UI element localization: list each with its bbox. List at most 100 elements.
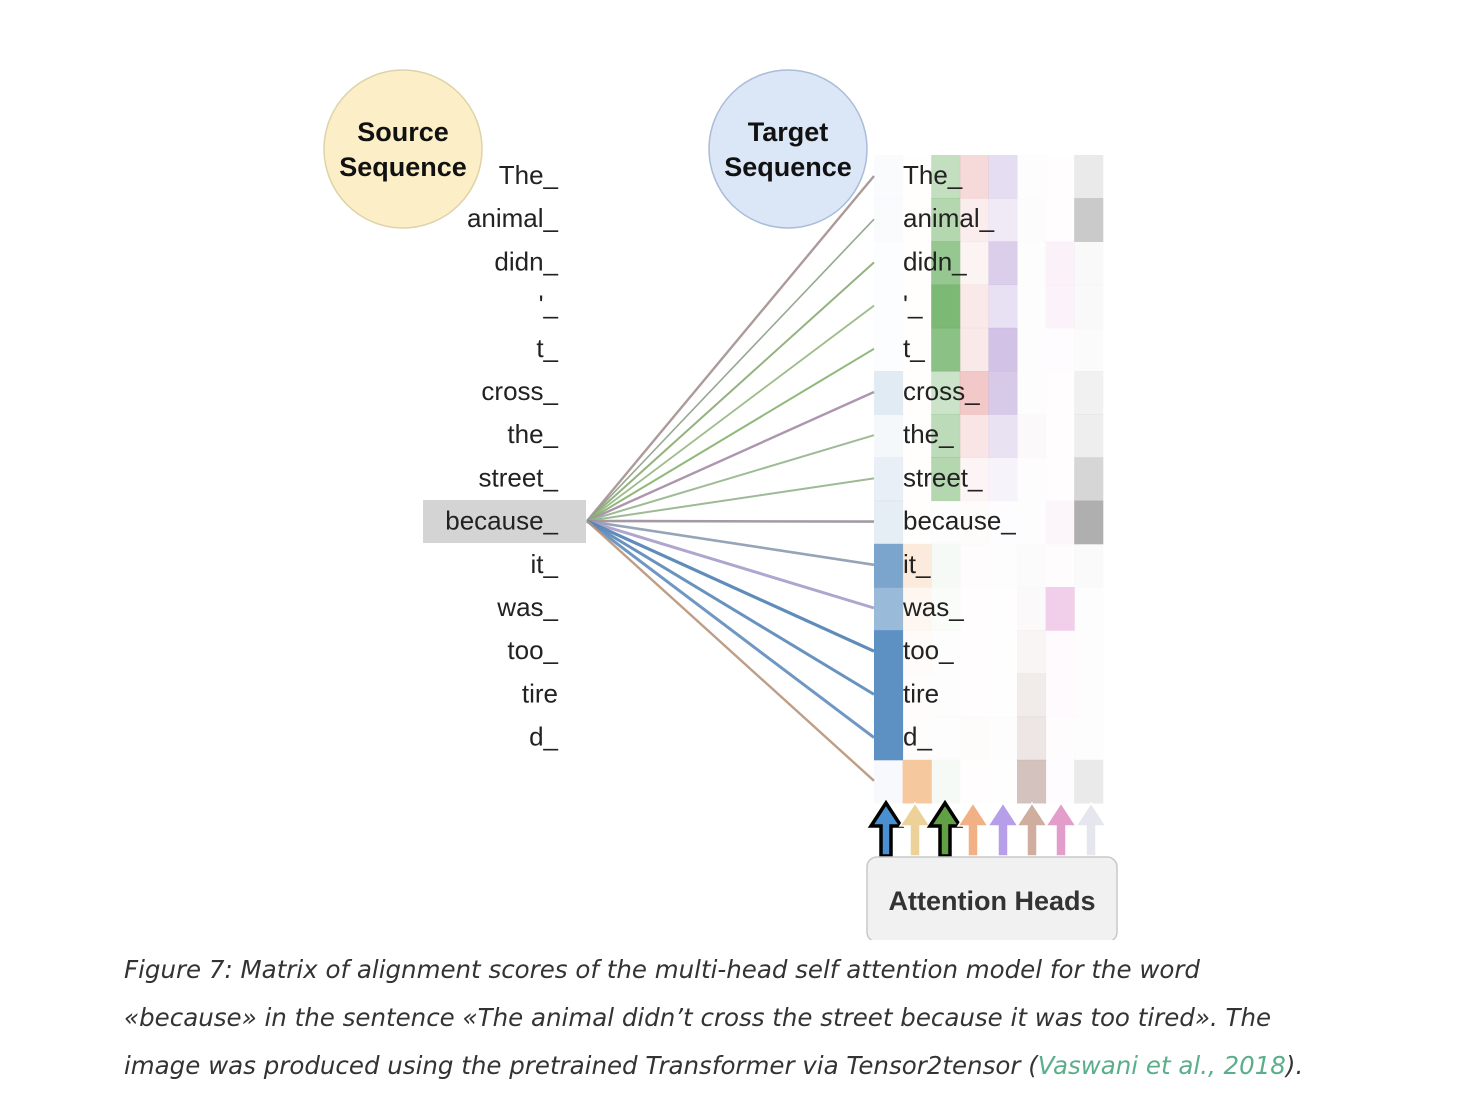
heatmap-cell: [874, 328, 903, 372]
source-token: The_: [499, 160, 559, 190]
heatmap-cell: [1017, 716, 1047, 761]
target-token: animal_: [903, 203, 995, 233]
source-token: it_: [531, 549, 559, 579]
source-token-list: The_ animal_ didn_ '_ t_ cross_ the_ street_bec…: [445, 160, 558, 752]
heatmap-cell: [988, 371, 1018, 415]
attention-line: [586, 519, 875, 696]
heatmap-cell: [1017, 759, 1047, 804]
attention-line: [586, 390, 875, 523]
attention-line: [586, 434, 875, 522]
heatmap-cell: [959, 716, 989, 761]
heatmap-cell: [931, 284, 961, 329]
heatmap-cell: [988, 327, 1018, 372]
attention-heads-box: [866, 856, 1118, 940]
target-token: cross_: [903, 376, 980, 406]
heatmap-cell: [1046, 371, 1075, 415]
target-token: it_: [903, 549, 931, 579]
target-token-list: The_ animal_ didn_ '_ t_ cross_ the_ street_bec…: [902, 160, 1016, 752]
heatmap-cell: [1074, 457, 1104, 502]
heatmap-cell: [960, 587, 989, 631]
attention-head-arrow-icon: [867, 799, 905, 858]
heatmap-cell: [1046, 155, 1075, 199]
heatmap-cell: [1074, 155, 1104, 199]
target-sequence-circle: [708, 69, 868, 229]
heatmap-cell: [1046, 414, 1075, 458]
heatmap-cell: [1017, 501, 1046, 545]
heatmap-cell: [874, 500, 904, 545]
heatmap-cell: [988, 717, 1017, 761]
heatmap-cell: [1017, 587, 1047, 631]
target-token: The_: [903, 160, 963, 190]
heatmap-cell: [1074, 543, 1104, 588]
attention-head-arrow-icon: [986, 801, 1020, 857]
figure-caption: Figure 7: Matrix of alignment scores of …: [124, 946, 1324, 1090]
attention-lines: [586, 175, 875, 782]
heatmap-cell: [988, 673, 1017, 717]
target-token: '_: [903, 290, 923, 320]
heatmap-cell: [988, 198, 1018, 242]
heatmap-cell: [874, 759, 904, 804]
caption-end: ).: [1285, 1051, 1304, 1080]
attention-head-arrow-icon: [1044, 801, 1078, 857]
heatmap-cell: [1074, 414, 1104, 458]
selected-token-highlight: [423, 500, 586, 543]
target-label-line2: Sequence: [724, 152, 852, 182]
source-token: because_: [445, 506, 558, 536]
heatmap-cell: [1017, 198, 1046, 242]
source-label-line2: Sequence: [339, 152, 467, 182]
heatmap-cell: [1074, 241, 1104, 286]
heatmap-cell: [1045, 716, 1075, 761]
heatmap-cell: [931, 414, 961, 458]
heatmap-cell: [960, 760, 989, 804]
heatmap-cell: [931, 759, 961, 804]
heatmap-cell: [874, 285, 903, 329]
heatmap-cell: [931, 543, 961, 588]
heatmap-cell: [1045, 241, 1075, 286]
heatmap-cell: [1017, 241, 1046, 285]
heatmap-cell: [874, 414, 904, 458]
source-token: street_: [479, 462, 559, 492]
target-token: was_: [902, 592, 964, 622]
heatmap-cell: [1074, 371, 1104, 415]
heatmap-cell: [931, 155, 961, 199]
citation-link[interactable]: Vaswani et al., 2018: [1037, 1051, 1286, 1080]
attention-head-arrows: [867, 799, 1108, 858]
heatmap-cell: [1017, 457, 1046, 501]
heatmap-cell: [959, 371, 989, 415]
target-token: t_: [903, 333, 925, 363]
heatmap-cell: [1017, 285, 1046, 329]
attention-heatmap: [874, 155, 1104, 804]
heatmap-cell: [988, 457, 1018, 502]
heatmap-cell: [874, 241, 903, 285]
heatmap-cell: [931, 457, 961, 502]
heatmap-cell: [1074, 759, 1104, 804]
target-token: too_: [903, 635, 954, 665]
heatmap-cell: [1017, 371, 1046, 415]
source-token: '_: [539, 290, 559, 320]
target-token: didn_: [903, 246, 967, 276]
heatmap-cell: [1046, 328, 1075, 372]
heatmap-cell: [874, 457, 904, 502]
heatmap-cell: [1017, 673, 1047, 718]
attention-line: [586, 261, 875, 522]
caption-text: Figure 7: Matrix of alignment scores of …: [124, 955, 1272, 1080]
heatmap-cell: [902, 543, 932, 588]
heatmap-cell: [1045, 543, 1075, 588]
attention-head-arrow-icon: [956, 801, 990, 857]
heatmap-cell: [959, 241, 989, 286]
heatmap-cell: [1074, 500, 1104, 545]
heatmap-cell: [1045, 500, 1075, 545]
attention-line: [586, 304, 875, 522]
heatmap-cell: [874, 155, 903, 199]
heatmap-cell: [988, 760, 1017, 804]
attention-line: [586, 175, 875, 522]
heatmap-cell: [874, 630, 904, 674]
heatmap-cell: [1045, 673, 1075, 718]
heatmap-cell: [959, 414, 989, 458]
source-token: cross_: [481, 376, 558, 406]
heatmap-cell: [1074, 630, 1103, 674]
source-token: too_: [507, 635, 558, 665]
heatmap-cell: [874, 543, 904, 588]
attention-line: [586, 519, 875, 739]
target-token: street_: [903, 462, 983, 492]
